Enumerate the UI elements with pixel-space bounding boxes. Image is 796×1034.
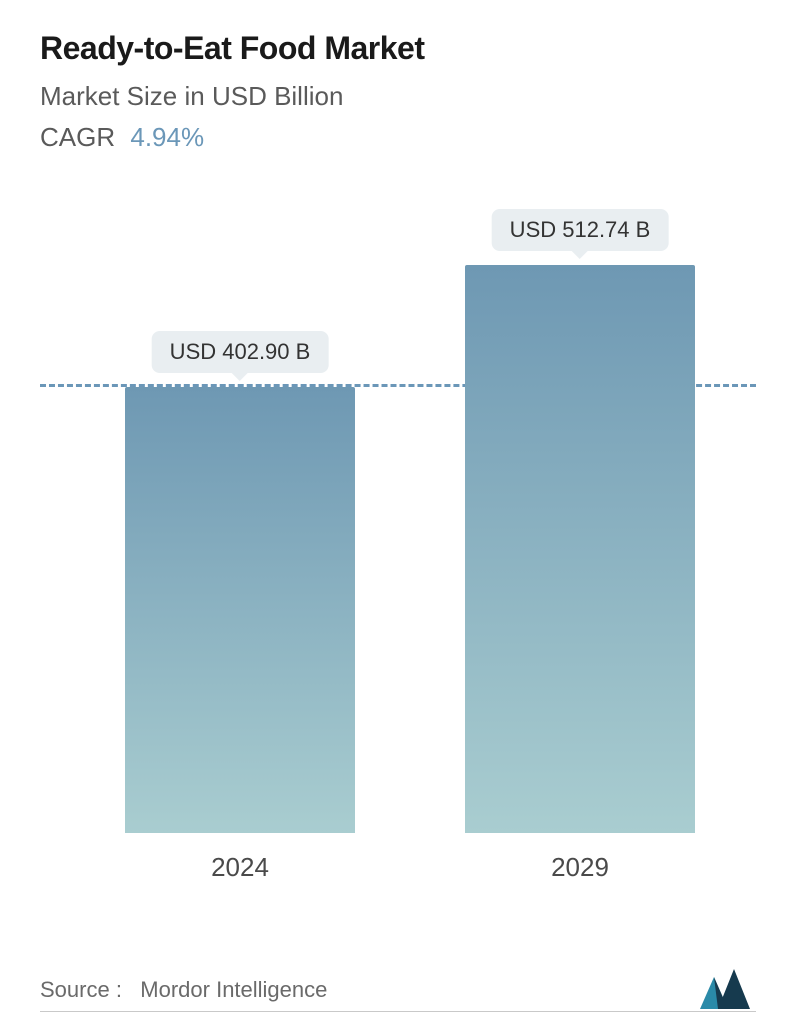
cagr-label: CAGR bbox=[40, 122, 115, 152]
chart-title: Ready-to-Eat Food Market bbox=[40, 30, 756, 67]
cagr-value: 4.94% bbox=[130, 122, 204, 152]
x-axis-label-2029: 2029 bbox=[551, 852, 609, 883]
bar-2024 bbox=[125, 387, 355, 833]
chart-plot: USD 402.90 B2024USD 512.74 B2029 bbox=[40, 213, 756, 833]
source-prefix: Source : bbox=[40, 977, 122, 1002]
source-text: Source : Mordor Intelligence bbox=[40, 977, 327, 1011]
chart-footer: Source : Mordor Intelligence bbox=[40, 969, 756, 1012]
x-axis-label-2024: 2024 bbox=[211, 852, 269, 883]
chart-area: USD 402.90 B2024USD 512.74 B2029 bbox=[40, 213, 756, 893]
cagr-line: CAGR 4.94% bbox=[40, 122, 756, 153]
brand-logo-icon bbox=[700, 969, 756, 1009]
source-name: Mordor Intelligence bbox=[140, 977, 327, 1002]
bar-value-label-2024: USD 402.90 B bbox=[152, 331, 329, 373]
chart-subtitle: Market Size in USD Billion bbox=[40, 81, 756, 112]
bar-value-label-2029: USD 512.74 B bbox=[492, 209, 669, 251]
bar-2029 bbox=[465, 265, 695, 833]
